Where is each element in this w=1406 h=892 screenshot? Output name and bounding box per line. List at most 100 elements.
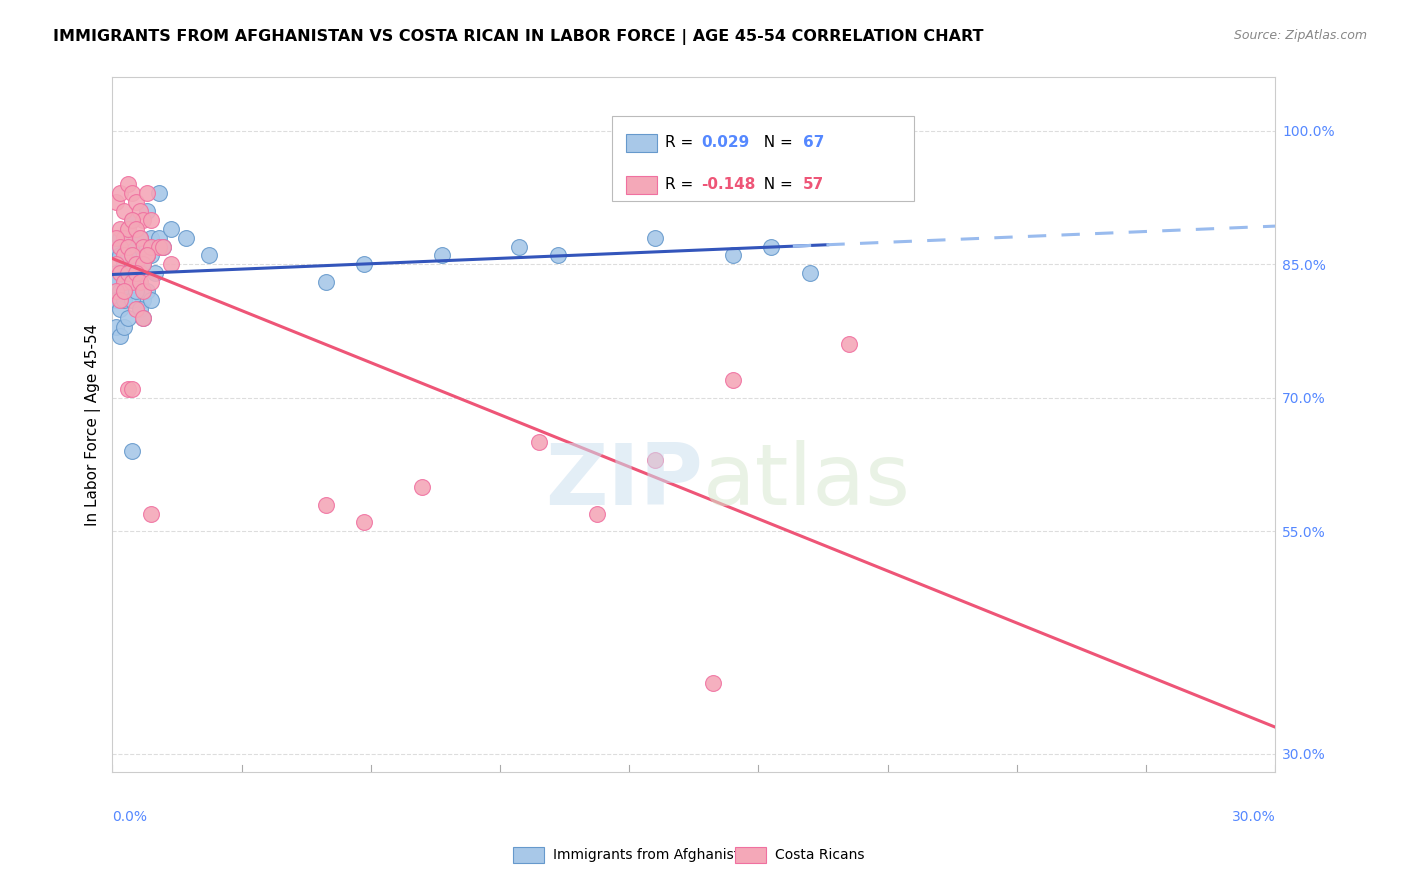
- Point: [141, 248, 163, 262]
- Point: [141, 230, 163, 244]
- Point: [132, 257, 155, 271]
- Text: Immigrants from Afghanistan: Immigrants from Afghanistan: [553, 848, 756, 863]
- Point: [121, 212, 143, 227]
- Y-axis label: In Labor Force | Age 45-54: In Labor Force | Age 45-54: [86, 324, 101, 525]
- Text: 30.0%: 30.0%: [1232, 810, 1275, 824]
- Point: [148, 239, 170, 253]
- Point: [124, 257, 146, 271]
- Point: [117, 266, 139, 280]
- Point: [117, 284, 139, 298]
- Point: [132, 293, 155, 307]
- Point: [411, 480, 433, 494]
- Point: [112, 230, 135, 244]
- Point: [124, 221, 146, 235]
- Point: [112, 248, 135, 262]
- Text: ZIP: ZIP: [546, 440, 703, 524]
- Point: [105, 275, 128, 289]
- Point: [761, 239, 783, 253]
- Point: [315, 275, 337, 289]
- Point: [121, 257, 143, 271]
- Point: [148, 186, 170, 201]
- Point: [128, 230, 150, 244]
- Point: [108, 328, 131, 343]
- Text: 67: 67: [803, 136, 824, 150]
- Point: [799, 266, 821, 280]
- Point: [117, 221, 139, 235]
- Point: [132, 257, 155, 271]
- Point: [108, 284, 131, 298]
- Point: [527, 435, 550, 450]
- Point: [108, 266, 131, 280]
- Point: [128, 284, 150, 298]
- Point: [136, 284, 159, 298]
- Text: 0.0%: 0.0%: [112, 810, 148, 824]
- Point: [143, 266, 166, 280]
- Point: [121, 239, 143, 253]
- Text: R =: R =: [665, 178, 699, 192]
- Point: [105, 284, 128, 298]
- Point: [112, 257, 135, 271]
- Point: [721, 248, 744, 262]
- Point: [132, 239, 155, 253]
- Point: [353, 257, 375, 271]
- Point: [128, 275, 150, 289]
- Point: [547, 248, 569, 262]
- Point: [124, 266, 146, 280]
- Point: [112, 203, 135, 218]
- Point: [121, 248, 143, 262]
- Point: [159, 257, 181, 271]
- Point: [702, 675, 724, 690]
- Point: [132, 212, 155, 227]
- Point: [108, 293, 131, 307]
- Point: [112, 293, 135, 307]
- Point: [121, 293, 143, 307]
- Point: [128, 203, 150, 218]
- Point: [159, 221, 181, 235]
- Point: [136, 248, 159, 262]
- Point: [141, 212, 163, 227]
- Point: [128, 257, 150, 271]
- Point: [430, 248, 453, 262]
- Point: [117, 248, 139, 262]
- Point: [117, 239, 139, 253]
- Point: [132, 284, 155, 298]
- Point: [152, 239, 174, 253]
- Point: [117, 382, 139, 396]
- Text: R =: R =: [665, 136, 699, 150]
- Point: [141, 293, 163, 307]
- Point: [174, 230, 197, 244]
- Point: [108, 239, 131, 253]
- Point: [132, 239, 155, 253]
- Point: [124, 301, 146, 316]
- Point: [586, 507, 609, 521]
- Point: [117, 266, 139, 280]
- Text: atlas: atlas: [703, 440, 911, 524]
- Point: [105, 257, 128, 271]
- Point: [112, 275, 135, 289]
- Point: [105, 230, 128, 244]
- Point: [124, 195, 146, 210]
- Point: [128, 275, 150, 289]
- Point: [136, 248, 159, 262]
- Point: [112, 319, 135, 334]
- Point: [108, 221, 131, 235]
- Point: [141, 275, 163, 289]
- Point: [108, 301, 131, 316]
- Point: [838, 337, 860, 351]
- Point: [315, 498, 337, 512]
- Point: [105, 293, 128, 307]
- Point: [124, 230, 146, 244]
- Point: [121, 382, 143, 396]
- Point: [117, 310, 139, 325]
- Point: [198, 248, 221, 262]
- Point: [136, 248, 159, 262]
- Text: IMMIGRANTS FROM AFGHANISTAN VS COSTA RICAN IN LABOR FORCE | AGE 45-54 CORRELATIO: IMMIGRANTS FROM AFGHANISTAN VS COSTA RIC…: [53, 29, 984, 45]
- Point: [132, 310, 155, 325]
- Point: [128, 230, 150, 244]
- Point: [124, 266, 146, 280]
- Point: [121, 275, 143, 289]
- Point: [117, 178, 139, 192]
- Text: 57: 57: [803, 178, 824, 192]
- Point: [124, 248, 146, 262]
- Point: [108, 248, 131, 262]
